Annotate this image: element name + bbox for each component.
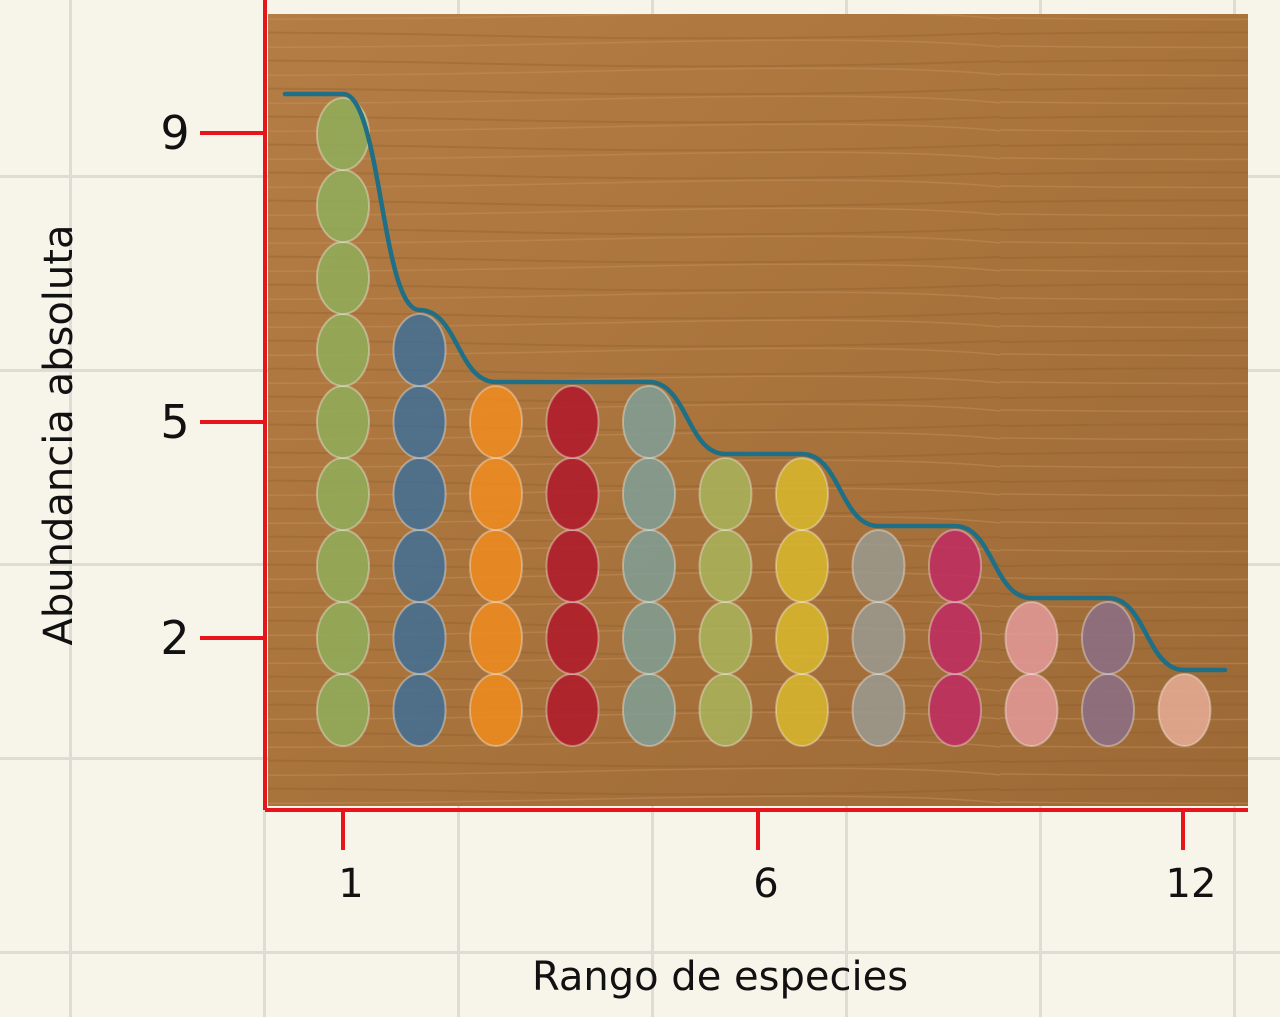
counter	[392, 457, 447, 531]
counter	[469, 385, 523, 459]
y-tick-label: 2	[160, 611, 189, 665]
counter	[545, 601, 600, 675]
counter	[775, 673, 829, 747]
counter	[851, 601, 906, 675]
counter	[698, 601, 753, 675]
counter	[469, 457, 523, 531]
counter	[1004, 673, 1059, 747]
counter	[392, 529, 447, 603]
ticks: 9 5 2 1 6 12	[160, 106, 1216, 907]
counter	[1157, 673, 1212, 747]
x-tick-label: 6	[753, 861, 778, 907]
bar-rank-8	[851, 529, 906, 747]
counter	[316, 385, 370, 459]
counter	[775, 457, 829, 531]
counter	[851, 673, 906, 747]
counter	[469, 673, 523, 747]
counter	[392, 313, 447, 387]
counter	[469, 601, 523, 675]
counter	[469, 529, 523, 603]
counter	[775, 529, 829, 603]
bar-rank-1	[316, 97, 370, 747]
bar-rank-2	[392, 313, 447, 747]
counter	[316, 313, 370, 387]
counter	[1004, 601, 1059, 675]
counter	[698, 529, 753, 603]
trend-line	[282, 91, 1228, 673]
counter	[622, 385, 676, 459]
bar-rank-3	[469, 385, 523, 747]
bar-rank-5	[622, 385, 676, 747]
y-tick-label: 5	[160, 395, 189, 449]
counter	[545, 529, 600, 603]
bar-rank-11	[1081, 601, 1135, 747]
counter	[1081, 601, 1135, 675]
counter	[775, 601, 829, 675]
counter	[316, 169, 370, 243]
counter	[316, 601, 370, 675]
bar-rank-7	[775, 457, 829, 747]
bar-rank-9	[928, 529, 982, 747]
x-tick-label: 12	[1166, 861, 1217, 907]
y-axis-title: Abundancia absoluta	[36, 225, 82, 646]
counter	[316, 529, 370, 603]
counter	[928, 601, 982, 675]
counter	[392, 673, 447, 747]
counter	[545, 457, 600, 531]
counter	[316, 673, 370, 747]
counter	[622, 529, 676, 603]
x-axis-title: Rango de especies	[532, 954, 908, 1000]
counters-layer	[316, 97, 1212, 747]
y-tick-label: 9	[160, 106, 189, 160]
bar-rank-10	[1004, 601, 1059, 747]
counter	[545, 385, 600, 459]
counter	[392, 385, 447, 459]
counter	[1081, 673, 1135, 747]
counter	[928, 673, 982, 747]
counter	[928, 529, 982, 603]
x-tick-label: 1	[338, 861, 363, 907]
wood-board	[268, 14, 1248, 806]
bar-rank-4	[545, 385, 600, 747]
bar-rank-6	[698, 457, 753, 747]
counter	[316, 457, 370, 531]
counter	[622, 457, 676, 531]
counter	[622, 601, 676, 675]
counter	[316, 241, 370, 315]
bar-rank-12	[1157, 673, 1212, 747]
counter	[851, 529, 906, 603]
counter	[698, 457, 753, 531]
counter	[622, 673, 676, 747]
counter	[392, 601, 447, 675]
counter	[698, 673, 753, 747]
counter	[316, 97, 370, 171]
counter	[545, 673, 600, 747]
